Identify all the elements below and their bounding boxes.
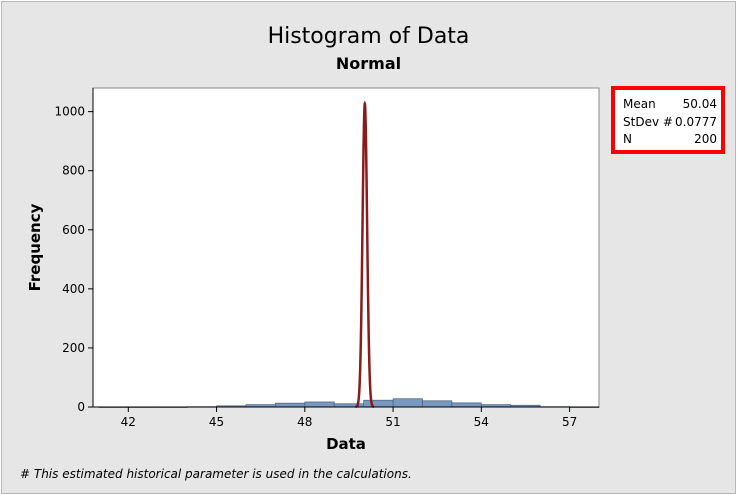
histogram-bar	[304, 401, 335, 408]
stdev-value: 0.0777	[675, 115, 717, 129]
histogram-bar	[451, 402, 482, 408]
stats-row-mean: Mean 50.04	[623, 96, 717, 112]
plot-area	[92, 87, 600, 408]
footnote: # This estimated historical parameter is…	[20, 467, 412, 481]
normal-fit-curve	[355, 100, 375, 409]
y-axis-label: Frequency	[26, 203, 44, 291]
histogram-bar	[275, 402, 306, 408]
stats-row-stdev: StDev # 0.0777	[623, 114, 717, 130]
x-tick-label: 48	[297, 415, 312, 429]
histogram-bar	[392, 398, 423, 408]
chart-subtitle: Normal	[335, 54, 402, 73]
x-tick-label: 54	[474, 415, 489, 429]
x-tick-label: 42	[121, 415, 136, 429]
chart-title: Histogram of Data	[267, 24, 470, 49]
x-tick-label: 57	[562, 415, 577, 429]
histogram-bar	[363, 399, 394, 408]
x-tick-label: 45	[209, 415, 224, 429]
n-label: N	[623, 132, 632, 146]
y-axis: 0 200 400 600 800 1000	[54, 88, 94, 414]
mean-value: 50.04	[682, 97, 717, 111]
y-tick-label: 200	[62, 341, 85, 355]
x-axis: 42 45 48 51 54 57	[93, 406, 599, 429]
stats-box: Mean 50.04 StDev # 0.0777 N 200	[611, 86, 725, 154]
x-tick-label: 51	[385, 415, 400, 429]
y-tick-label: 0	[77, 400, 85, 414]
y-tick-label: 1000	[54, 105, 85, 119]
stdev-label: StDev #	[623, 115, 673, 129]
n-value: 200	[694, 132, 717, 146]
y-tick-label: 400	[62, 282, 85, 296]
mean-label: Mean	[623, 97, 656, 111]
y-tick-label: 600	[62, 223, 85, 237]
histogram-bar	[422, 400, 453, 408]
stats-row-n: N 200	[623, 131, 717, 147]
y-tick-label: 800	[62, 164, 85, 178]
x-axis-label: Data	[326, 435, 366, 453]
